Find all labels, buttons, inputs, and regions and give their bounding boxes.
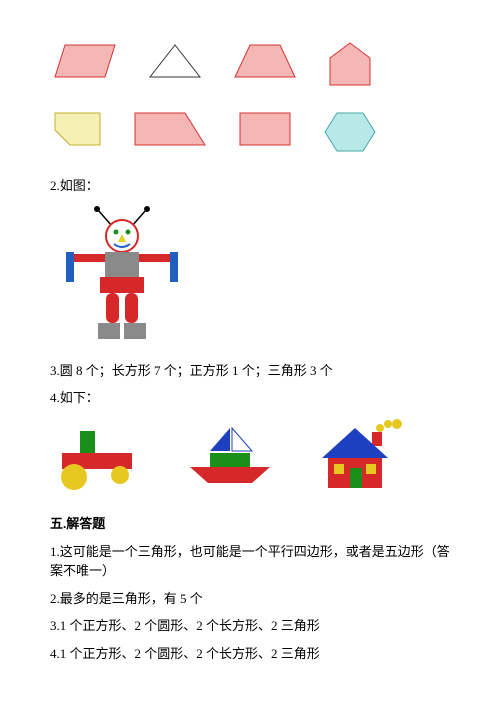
parallelogram-pink (50, 40, 120, 82)
section-5-title: 五.解答题 (50, 513, 450, 532)
item-2-label: 2.如图： (50, 176, 450, 196)
answer-3: 3.1 个正方形、2 个圆形、2 个长方形、2 三角形 (50, 616, 450, 636)
shape-row-1 (50, 40, 450, 88)
tractor-figure (50, 423, 150, 493)
robot-figure (50, 204, 200, 349)
item-3-label: 3.圆 8 个；长方形 7 个；正方形 1 个；三角形 3 个 (50, 361, 450, 381)
hexagon-cyan (320, 108, 380, 156)
item-4-label: 4.如下： (50, 388, 450, 408)
trapezoid-pink-2 (130, 108, 210, 150)
shape-row-2 (50, 108, 450, 156)
pentagon-house-pink (325, 40, 375, 88)
figures-row (50, 418, 450, 493)
rectangle-pink (235, 108, 295, 150)
answer-4: 4.1 个正方形、2 个圆形、2 个长方形、2 三角形 (50, 644, 450, 664)
pentagon-yellow (50, 108, 105, 150)
triangle-outline (145, 40, 205, 82)
boat-figure (180, 423, 280, 493)
house-figure (310, 418, 410, 493)
trapezoid-pink (230, 40, 300, 82)
shapes-grid (50, 40, 450, 156)
answer-2: 2.最多的是三角形，有 5 个 (50, 589, 450, 609)
answer-1: 1.这可能是一个三角形，也可能是一个平行四边形，或者是五边形（答案不唯一） (50, 542, 450, 581)
